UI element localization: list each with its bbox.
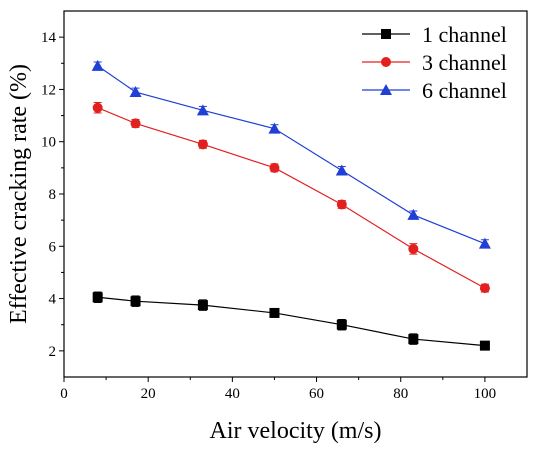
legend-marker <box>381 29 391 39</box>
x-tick-label: 60 <box>309 386 324 402</box>
data-point <box>407 208 420 220</box>
data-point <box>196 104 209 116</box>
x-tick-label: 80 <box>393 386 408 402</box>
x-tick-label: 40 <box>225 386 240 402</box>
data-point <box>478 237 491 249</box>
y-tick-label: 8 <box>49 187 57 203</box>
legend-marker <box>380 84 392 95</box>
y-tick-label: 6 <box>49 239 57 255</box>
x-tick-label: 0 <box>60 386 68 402</box>
series-line <box>97 107 486 289</box>
legend: 1 channel 3 channel 6 channel <box>362 22 507 103</box>
legend-item-1: 1 channel <box>362 22 507 47</box>
data-point <box>197 300 208 311</box>
x-axis-title: Air velocity (m/s) <box>210 418 382 444</box>
legend-item-2: 3 channel <box>362 50 507 75</box>
legend-marker <box>381 57 391 67</box>
axes: 0 20 40 60 80 100 2 4 6 8 10 12 14 <box>41 10 528 402</box>
y-axis-title: Effective cracking rate (%) <box>6 64 32 324</box>
data-point <box>408 334 419 345</box>
data-point <box>335 164 348 176</box>
data-point <box>336 199 347 210</box>
y-tick-label: 14 <box>41 30 57 46</box>
data-point <box>130 118 141 129</box>
legend-label: 1 channel <box>422 22 507 47</box>
series-layer <box>91 59 491 351</box>
series-line <box>97 296 485 347</box>
data-point <box>129 86 142 98</box>
y-tick-label: 2 <box>49 344 57 360</box>
data-point <box>336 319 347 330</box>
series-2 <box>92 102 490 294</box>
x-tick-label: 20 <box>141 386 156 402</box>
x-tick-label: 100 <box>474 386 497 402</box>
legend-item-3: 6 channel <box>362 78 507 103</box>
data-point <box>197 139 208 150</box>
legend-label: 3 channel <box>422 50 507 75</box>
data-point <box>269 307 280 318</box>
data-point <box>269 162 280 173</box>
data-point <box>479 283 490 294</box>
data-point <box>130 296 141 307</box>
data-point <box>92 292 103 303</box>
data-point <box>408 243 419 254</box>
y-tick-label: 12 <box>41 82 56 98</box>
data-point <box>92 102 103 113</box>
y-tick-label: 10 <box>41 135 56 151</box>
data-point <box>91 59 104 71</box>
y-tick-label: 4 <box>49 292 57 308</box>
series-1 <box>92 291 490 351</box>
data-point <box>479 340 490 351</box>
series-3 <box>91 59 491 249</box>
data-point <box>268 122 281 134</box>
legend-label: 6 channel <box>422 78 507 103</box>
